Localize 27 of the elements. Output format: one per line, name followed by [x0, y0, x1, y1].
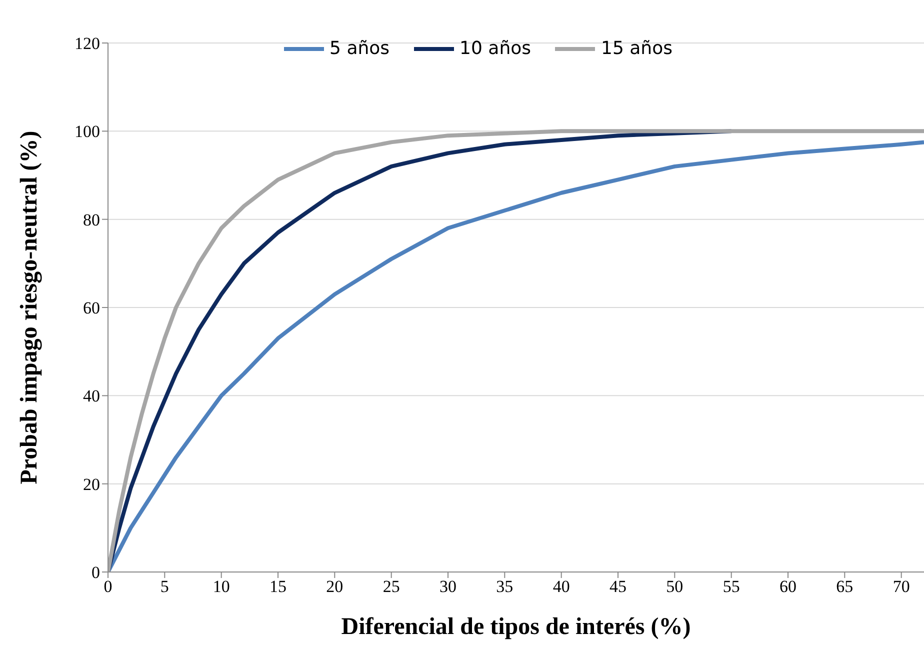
x-tick-label: 70 — [892, 577, 910, 596]
y-tick-label: 80 — [83, 210, 100, 230]
x-tick-label: 10 — [212, 577, 230, 596]
y-tick-label: 100 — [74, 122, 100, 142]
legend-label: 10 años — [460, 38, 531, 59]
y-tick-label: 20 — [83, 474, 100, 494]
x-tick-label: 25 — [382, 577, 400, 596]
y-tick-label: 0 — [92, 563, 100, 582]
x-tick-label: 30 — [440, 577, 456, 596]
x-tick-label: 15 — [270, 577, 286, 596]
y-tick-label: 40 — [83, 386, 100, 406]
legend-label: 15 años — [601, 38, 672, 59]
x-tick-label: 55 — [722, 577, 740, 596]
y-tick-label: 120 — [74, 34, 100, 54]
x-tick-label: 65 — [836, 577, 854, 596]
legend-label: 5 años — [330, 38, 390, 59]
y-axis-title: Probab impago riesgo-neutral (%) — [16, 130, 43, 484]
x-tick-label: 0 — [104, 577, 112, 596]
x-tick-label: 20 — [326, 577, 344, 596]
x-tick-label: 5 — [160, 577, 169, 596]
x-tick-label: 35 — [496, 577, 514, 596]
x-tick-label: 60 — [780, 577, 796, 596]
x-axis-title: Diferencial de tipos de interés (%) — [341, 614, 691, 640]
x-tick-label: 40 — [552, 577, 570, 596]
y-tick-label: 60 — [83, 298, 100, 318]
x-tick-label: 45 — [610, 577, 626, 596]
x-tick-label: 50 — [666, 577, 684, 596]
